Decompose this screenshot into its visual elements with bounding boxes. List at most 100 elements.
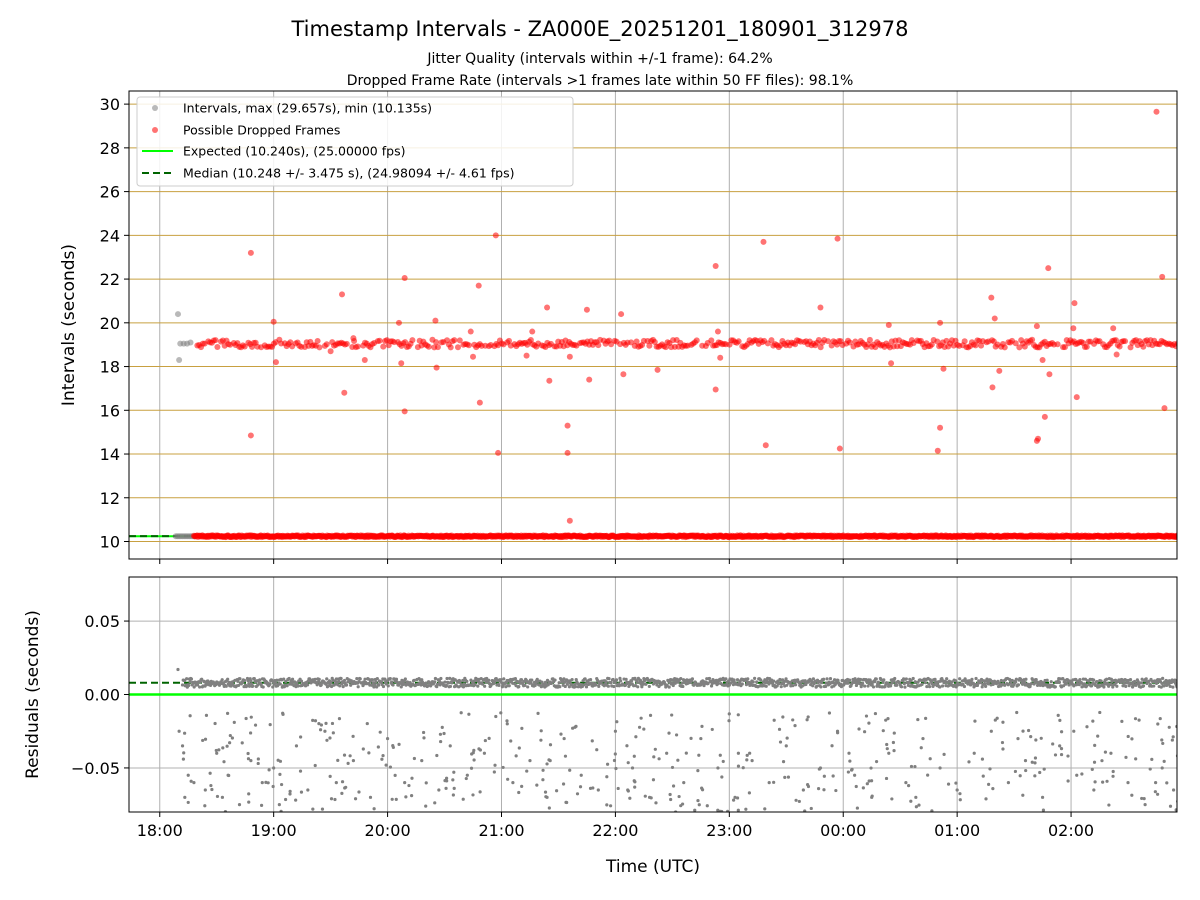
residual-point [1015,710,1019,715]
residual-point [973,719,977,723]
residual-point [236,683,241,688]
residual-point [333,797,337,802]
residual-point [987,782,991,786]
residual-point [801,788,805,792]
dropped-frame-point [361,356,368,363]
dropped-frame-point [1070,325,1077,332]
residual-point [379,680,384,684]
residual-point [507,684,511,688]
dropped-frame-point [1033,323,1040,330]
residual-point [249,715,253,719]
residual-point [383,677,387,681]
residual-point [652,755,656,759]
dropped-frame-point [1153,108,1160,115]
residual-point [464,776,468,781]
residual-point [539,729,543,733]
residual-point [633,785,637,789]
residual-point [724,677,728,681]
residual-point [461,685,466,689]
residual-point [1107,803,1111,807]
residual-point [881,729,885,733]
residual-point [1096,734,1100,738]
residual-point [930,809,934,812]
residual-point [567,685,571,689]
residual-point [529,681,533,685]
residual-point [361,747,365,751]
residual-point [791,718,795,722]
residual-point [671,683,675,688]
residual-point [1092,788,1096,792]
residual-point [1160,766,1164,770]
residual-point [794,683,798,687]
residual-point [1168,684,1172,688]
residual-point [697,753,701,757]
residual-point [439,676,443,681]
residual-point [536,711,540,715]
residual-point [866,684,870,688]
residual-point [444,776,449,780]
residual-point [256,761,260,766]
residual-point [716,808,720,812]
residual-point [1061,676,1065,681]
dropped-frame-point [544,304,551,311]
x-tick-label: 21:00 [478,821,524,840]
dropped-frame-point [350,335,357,342]
residual-point [1109,682,1113,687]
residual-point [825,677,829,681]
residual-point [215,794,220,799]
residual-point [513,677,517,681]
residual-point [337,717,342,721]
residual-point [380,757,384,761]
residual-point [753,676,757,681]
dropped-frame-point [693,337,700,344]
residual-point [1162,759,1166,763]
residual-point [637,725,642,729]
dropped-frame-point [323,341,330,348]
residual-point [594,683,598,687]
residual-point [583,677,587,681]
residual-point [440,725,444,729]
residual-point [323,729,327,733]
y-tick-label: 16 [100,401,120,420]
interval-point [176,356,183,363]
residual-point [385,736,390,741]
residual-point [217,748,221,752]
residual-point [461,797,465,801]
residual-point [244,716,248,721]
residual-point [348,754,352,758]
residual-point [874,759,879,764]
residual-point [642,727,646,731]
residual-point [1072,729,1076,733]
residual-point [1000,740,1005,745]
residual-point [230,736,234,740]
dropped-frame-point [708,337,715,344]
residual-point [530,678,534,682]
dropped-frame-point [646,342,653,349]
residual-point [275,678,279,682]
residual-point [353,797,358,801]
residual-point [1160,681,1164,685]
residual-point [403,677,407,681]
residual-point [612,758,617,763]
residual-point [954,781,958,785]
residual-point [278,682,282,686]
residual-point [422,736,426,740]
residual-point [1051,742,1055,746]
residual-point [465,773,469,777]
residual-point [499,678,503,682]
dropped-frame-point [1161,405,1168,412]
residual-point [534,681,538,686]
residual-point [210,787,214,792]
dropped-frame-point [314,337,321,344]
y-tick-label: 18 [100,358,120,377]
dropped-frame-point [566,517,573,524]
residual-point [483,738,487,743]
dropped-frame-point [1113,351,1120,358]
residual-point [680,802,685,806]
dropped-frame-point [937,319,944,326]
residual-point [183,795,187,799]
residual-point [720,809,724,812]
residual-point [299,735,303,739]
dropped-frame-point [1110,325,1117,332]
dropped-frame-point [620,371,627,378]
